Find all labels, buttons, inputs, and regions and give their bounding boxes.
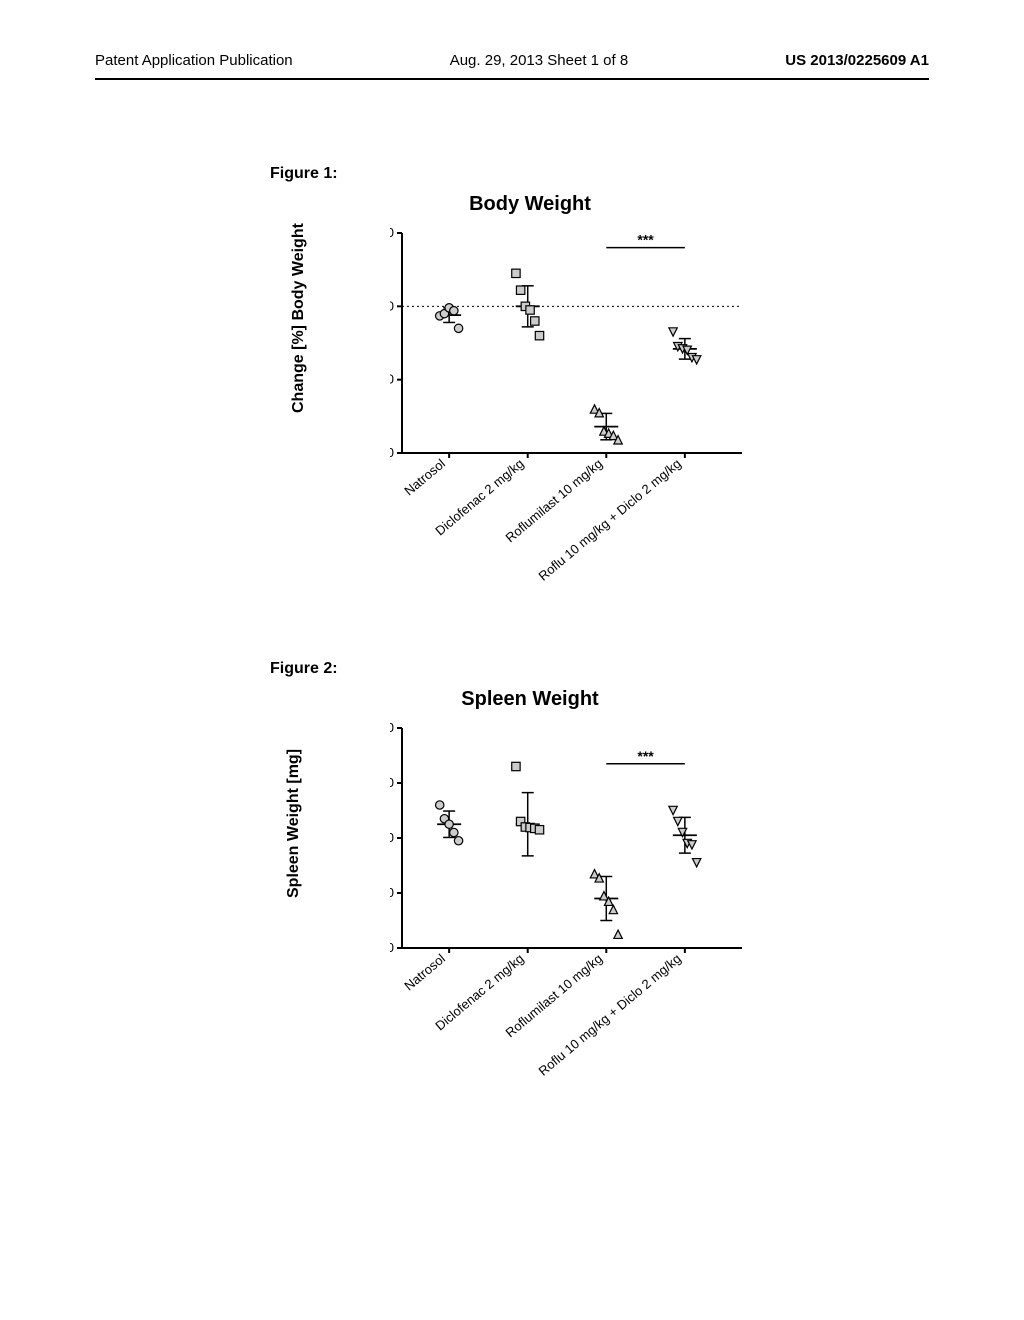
figure-1-chart: Body Weight Change [%] Body Weight -20 -1… bbox=[270, 193, 790, 623]
svg-text:800: 800 bbox=[390, 775, 394, 790]
page-header: Patent Application Publication Aug. 29, … bbox=[0, 52, 1024, 69]
figure-2-label: Figure 2: bbox=[270, 660, 790, 678]
figure-2-plot-area: 2004006008001000NatrosolDiclofenac 2 mg/… bbox=[390, 718, 760, 1128]
svg-text:600: 600 bbox=[390, 830, 394, 845]
header-left: Patent Application Publication bbox=[95, 52, 293, 69]
header-rule bbox=[95, 78, 929, 80]
svg-text:Natrosol: Natrosol bbox=[401, 951, 448, 994]
svg-text:10: 10 bbox=[390, 225, 394, 240]
figure-1: Figure 1: Body Weight Change [%] Body We… bbox=[270, 165, 790, 623]
svg-text:-10: -10 bbox=[390, 372, 394, 387]
svg-text:0: 0 bbox=[390, 298, 394, 313]
svg-text:400: 400 bbox=[390, 885, 394, 900]
svg-text:***: *** bbox=[637, 748, 654, 764]
svg-text:Roflu 10 mg/kg + Diclo 2 mg/kg: Roflu 10 mg/kg + Diclo 2 mg/kg bbox=[535, 456, 683, 584]
svg-text:***: *** bbox=[637, 232, 654, 248]
figure-2: Figure 2: Spleen Weight Spleen Weight [m… bbox=[270, 660, 790, 1118]
figure-1-title: Body Weight bbox=[469, 193, 591, 216]
figure-1-plot-area: -20-10010NatrosolDiclofenac 2 mg/kgRoflu… bbox=[390, 223, 760, 633]
svg-text:Natrosol: Natrosol bbox=[401, 456, 448, 499]
svg-text:Roflu 10 mg/kg + Diclo 2 mg/kg: Roflu 10 mg/kg + Diclo 2 mg/kg bbox=[535, 951, 683, 1079]
figure-2-ylabel: Spleen Weight [mg] bbox=[285, 749, 303, 898]
figure-2-chart: Spleen Weight Spleen Weight [mg] 200 400 6… bbox=[270, 688, 790, 1118]
svg-text:-20: -20 bbox=[390, 445, 394, 460]
figure-1-ylabel: Change [%] Body Weight bbox=[290, 223, 308, 413]
figure-1-label: Figure 1: bbox=[270, 165, 790, 183]
header-center: Aug. 29, 2013 Sheet 1 of 8 bbox=[450, 52, 628, 69]
figure-2-title: Spleen Weight bbox=[461, 688, 598, 711]
svg-text:1000: 1000 bbox=[390, 720, 394, 735]
svg-text:200: 200 bbox=[390, 940, 394, 955]
header-right: US 2013/0225609 A1 bbox=[785, 52, 929, 69]
